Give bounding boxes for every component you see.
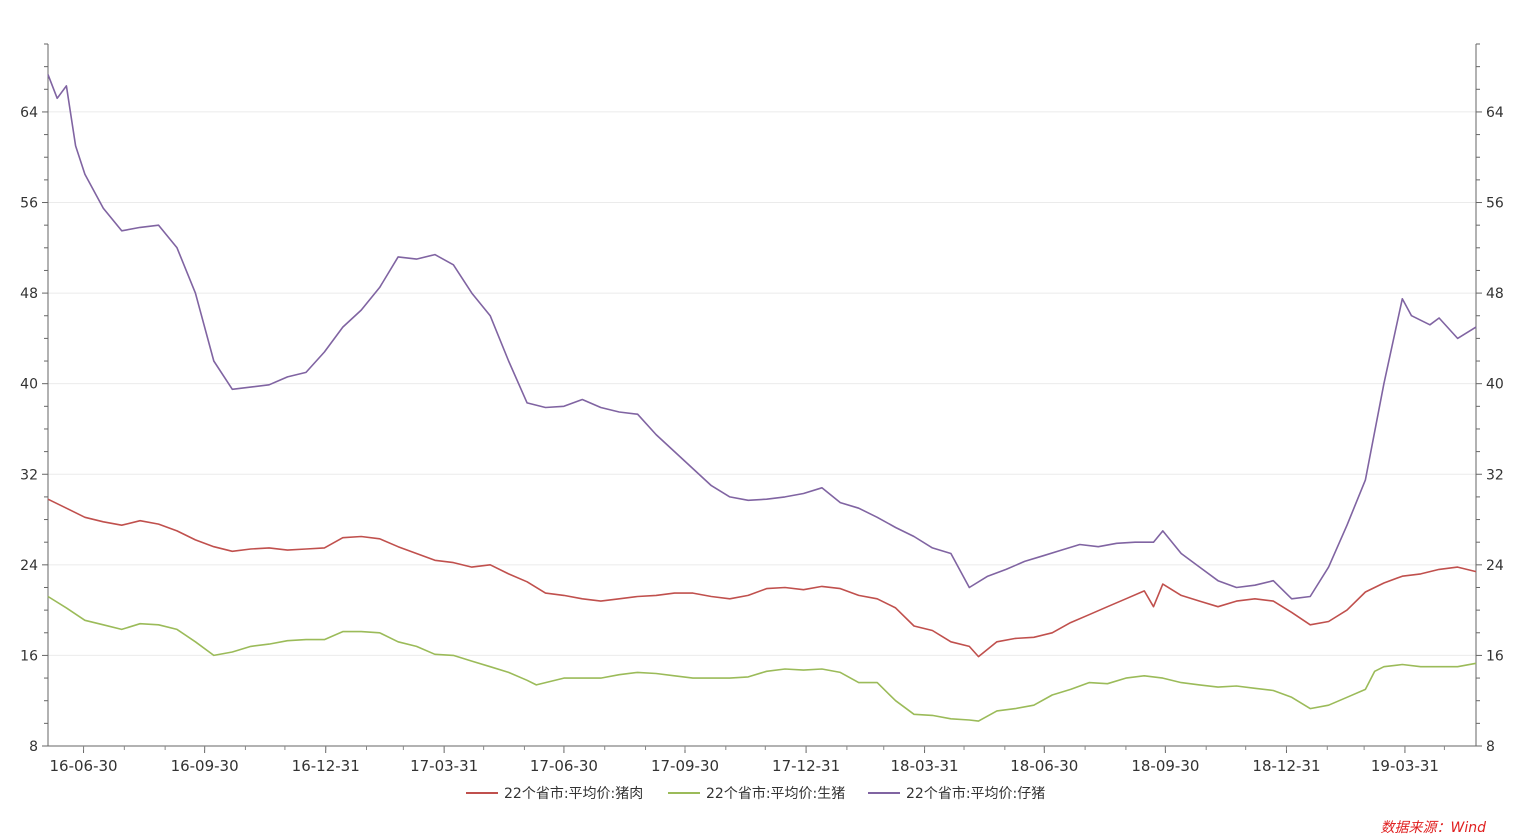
y-tick-label-right: 24 — [1486, 558, 1504, 574]
x-tick-label: 18-06-30 — [1010, 757, 1078, 775]
y-tick-label-right: 32 — [1486, 467, 1504, 483]
series-lines — [47, 74, 1477, 722]
y-tick-label-left: 40 — [20, 377, 38, 393]
y-tick-label-left: 24 — [20, 558, 38, 574]
axes: 8 8 16 16 24 24 32 32 40 40 48 48 56 56 64 64 16-06-30 16… — [20, 43, 1504, 775]
y-tick-label-left: 56 — [20, 196, 38, 212]
gridlines — [48, 111, 1476, 656]
x-tick-label: 18-12-31 — [1252, 757, 1320, 775]
x-tick-label: 16-12-31 — [292, 757, 360, 775]
series-line-1 — [47, 498, 1477, 658]
y-tick-label-right: 48 — [1486, 286, 1504, 302]
x-tick-label: 19-03-31 — [1371, 757, 1439, 775]
y-tick-label-left: 48 — [20, 286, 38, 302]
y-tick-label-right: 40 — [1486, 377, 1504, 393]
data-source-note: 数据来源：Wind — [1381, 820, 1487, 836]
legend-label: 22个省市:平均价:生猪 — [706, 785, 845, 802]
legend-label: 22个省市:平均价:仔猪 — [906, 785, 1045, 802]
x-tick-label: 17-09-30 — [651, 757, 719, 775]
y-tick-label-left: 64 — [20, 105, 38, 121]
x-tick-label: 16-06-30 — [49, 757, 117, 775]
y-tick-label-right: 64 — [1486, 105, 1504, 121]
series-line-2 — [47, 595, 1477, 722]
y-tick-label-left: 8 — [29, 739, 38, 755]
x-tick-label: 16-09-30 — [171, 757, 239, 775]
y-tick-label-right: 8 — [1486, 739, 1495, 755]
x-tick-label: 17-12-31 — [772, 757, 840, 775]
y-tick-label-right: 56 — [1486, 196, 1504, 212]
legend-label: 22个省市:平均价:猪肉 — [504, 785, 643, 802]
x-tick-label: 18-09-30 — [1131, 757, 1199, 775]
series-line-3 — [47, 74, 1477, 600]
x-tick-label: 17-03-31 — [410, 757, 478, 775]
x-tick-label: 17-06-30 — [530, 757, 598, 775]
y-tick-label-left: 16 — [20, 648, 38, 664]
legend: 22个省市:平均价:猪肉 22个省市:平均价:生猪 22个省市:平均价:仔猪 — [466, 785, 1045, 802]
x-tick-label: 18-03-31 — [890, 757, 958, 775]
y-tick-label-right: 16 — [1486, 648, 1504, 664]
y-tick-label-left: 32 — [20, 467, 38, 483]
